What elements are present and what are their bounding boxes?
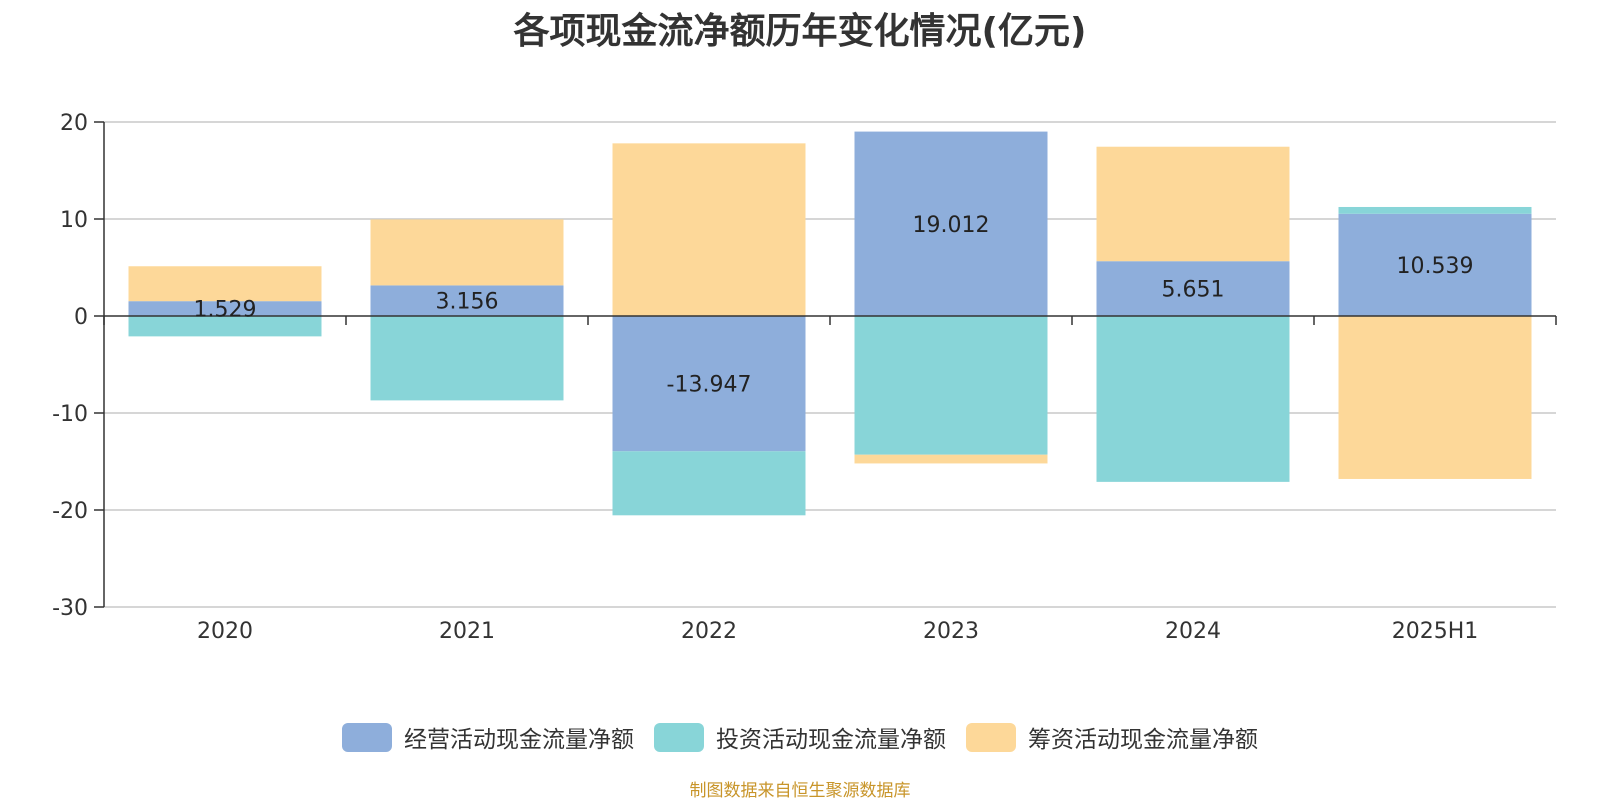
bar-investing xyxy=(1338,206,1532,214)
legend-item-operating[interactable]: 经营活动现金流量净额 xyxy=(342,720,634,754)
y-tick-label: -20 xyxy=(52,499,88,524)
bar-financing xyxy=(370,219,564,286)
bar-investing xyxy=(612,451,806,516)
bar-investing xyxy=(854,316,1048,455)
legend-item-investing[interactable]: 投资活动现金流量净额 xyxy=(654,720,946,754)
y-tick-label: 10 xyxy=(60,208,88,233)
bar-operating xyxy=(1338,213,1532,316)
bar-operating xyxy=(854,131,1048,316)
data-label: -13.947 xyxy=(667,373,752,398)
legend-label-financing: 筹资活动现金流量净额 xyxy=(1028,727,1258,753)
y-tick-label: -30 xyxy=(52,596,88,621)
x-tick-label: 2021 xyxy=(439,619,495,644)
data-label: 10.539 xyxy=(1397,254,1474,279)
bar-financing xyxy=(128,266,322,302)
legend: 经营活动现金流量净额 投资活动现金流量净额 筹资活动现金流量净额 xyxy=(0,720,1600,754)
bar-financing xyxy=(854,454,1048,464)
x-tick-label: 2023 xyxy=(923,619,979,644)
legend-swatch-operating xyxy=(342,722,392,752)
source-note: 制图数据来自恒生聚源数据库 xyxy=(689,781,911,801)
y-tick-label: 20 xyxy=(60,111,88,136)
data-label: 5.651 xyxy=(1162,278,1225,303)
bar-operating xyxy=(612,316,806,452)
y-tick-label: -10 xyxy=(52,402,88,427)
chart-title: 各项现金流净额历年变化情况(亿元) xyxy=(513,11,1087,52)
bar-financing xyxy=(1096,146,1290,262)
bar-investing xyxy=(1096,316,1290,482)
x-tick-label: 2020 xyxy=(197,619,253,644)
x-tick-label: 2025H1 xyxy=(1392,619,1479,644)
data-label: 3.156 xyxy=(436,290,499,315)
bar-investing xyxy=(128,316,322,337)
legend-label-investing: 投资活动现金流量净额 xyxy=(716,727,946,753)
x-tick-label: 2022 xyxy=(681,619,737,644)
bar-operating xyxy=(128,301,322,316)
bar-financing xyxy=(612,143,806,316)
legend-swatch-financing xyxy=(966,722,1016,752)
bar-operating xyxy=(370,285,564,316)
data-label: 1.529 xyxy=(194,298,257,323)
legend-swatch-investing xyxy=(654,722,704,752)
legend-item-financing[interactable]: 筹资活动现金流量净额 xyxy=(966,720,1258,754)
legend-label-operating: 经营活动现金流量净额 xyxy=(404,727,634,753)
bar-investing xyxy=(370,316,564,401)
y-tick-label: 0 xyxy=(74,305,88,330)
data-label: 19.012 xyxy=(913,213,990,238)
x-tick-label: 2024 xyxy=(1165,619,1221,644)
bar-operating xyxy=(1096,261,1290,316)
bar-financing xyxy=(1338,316,1532,479)
